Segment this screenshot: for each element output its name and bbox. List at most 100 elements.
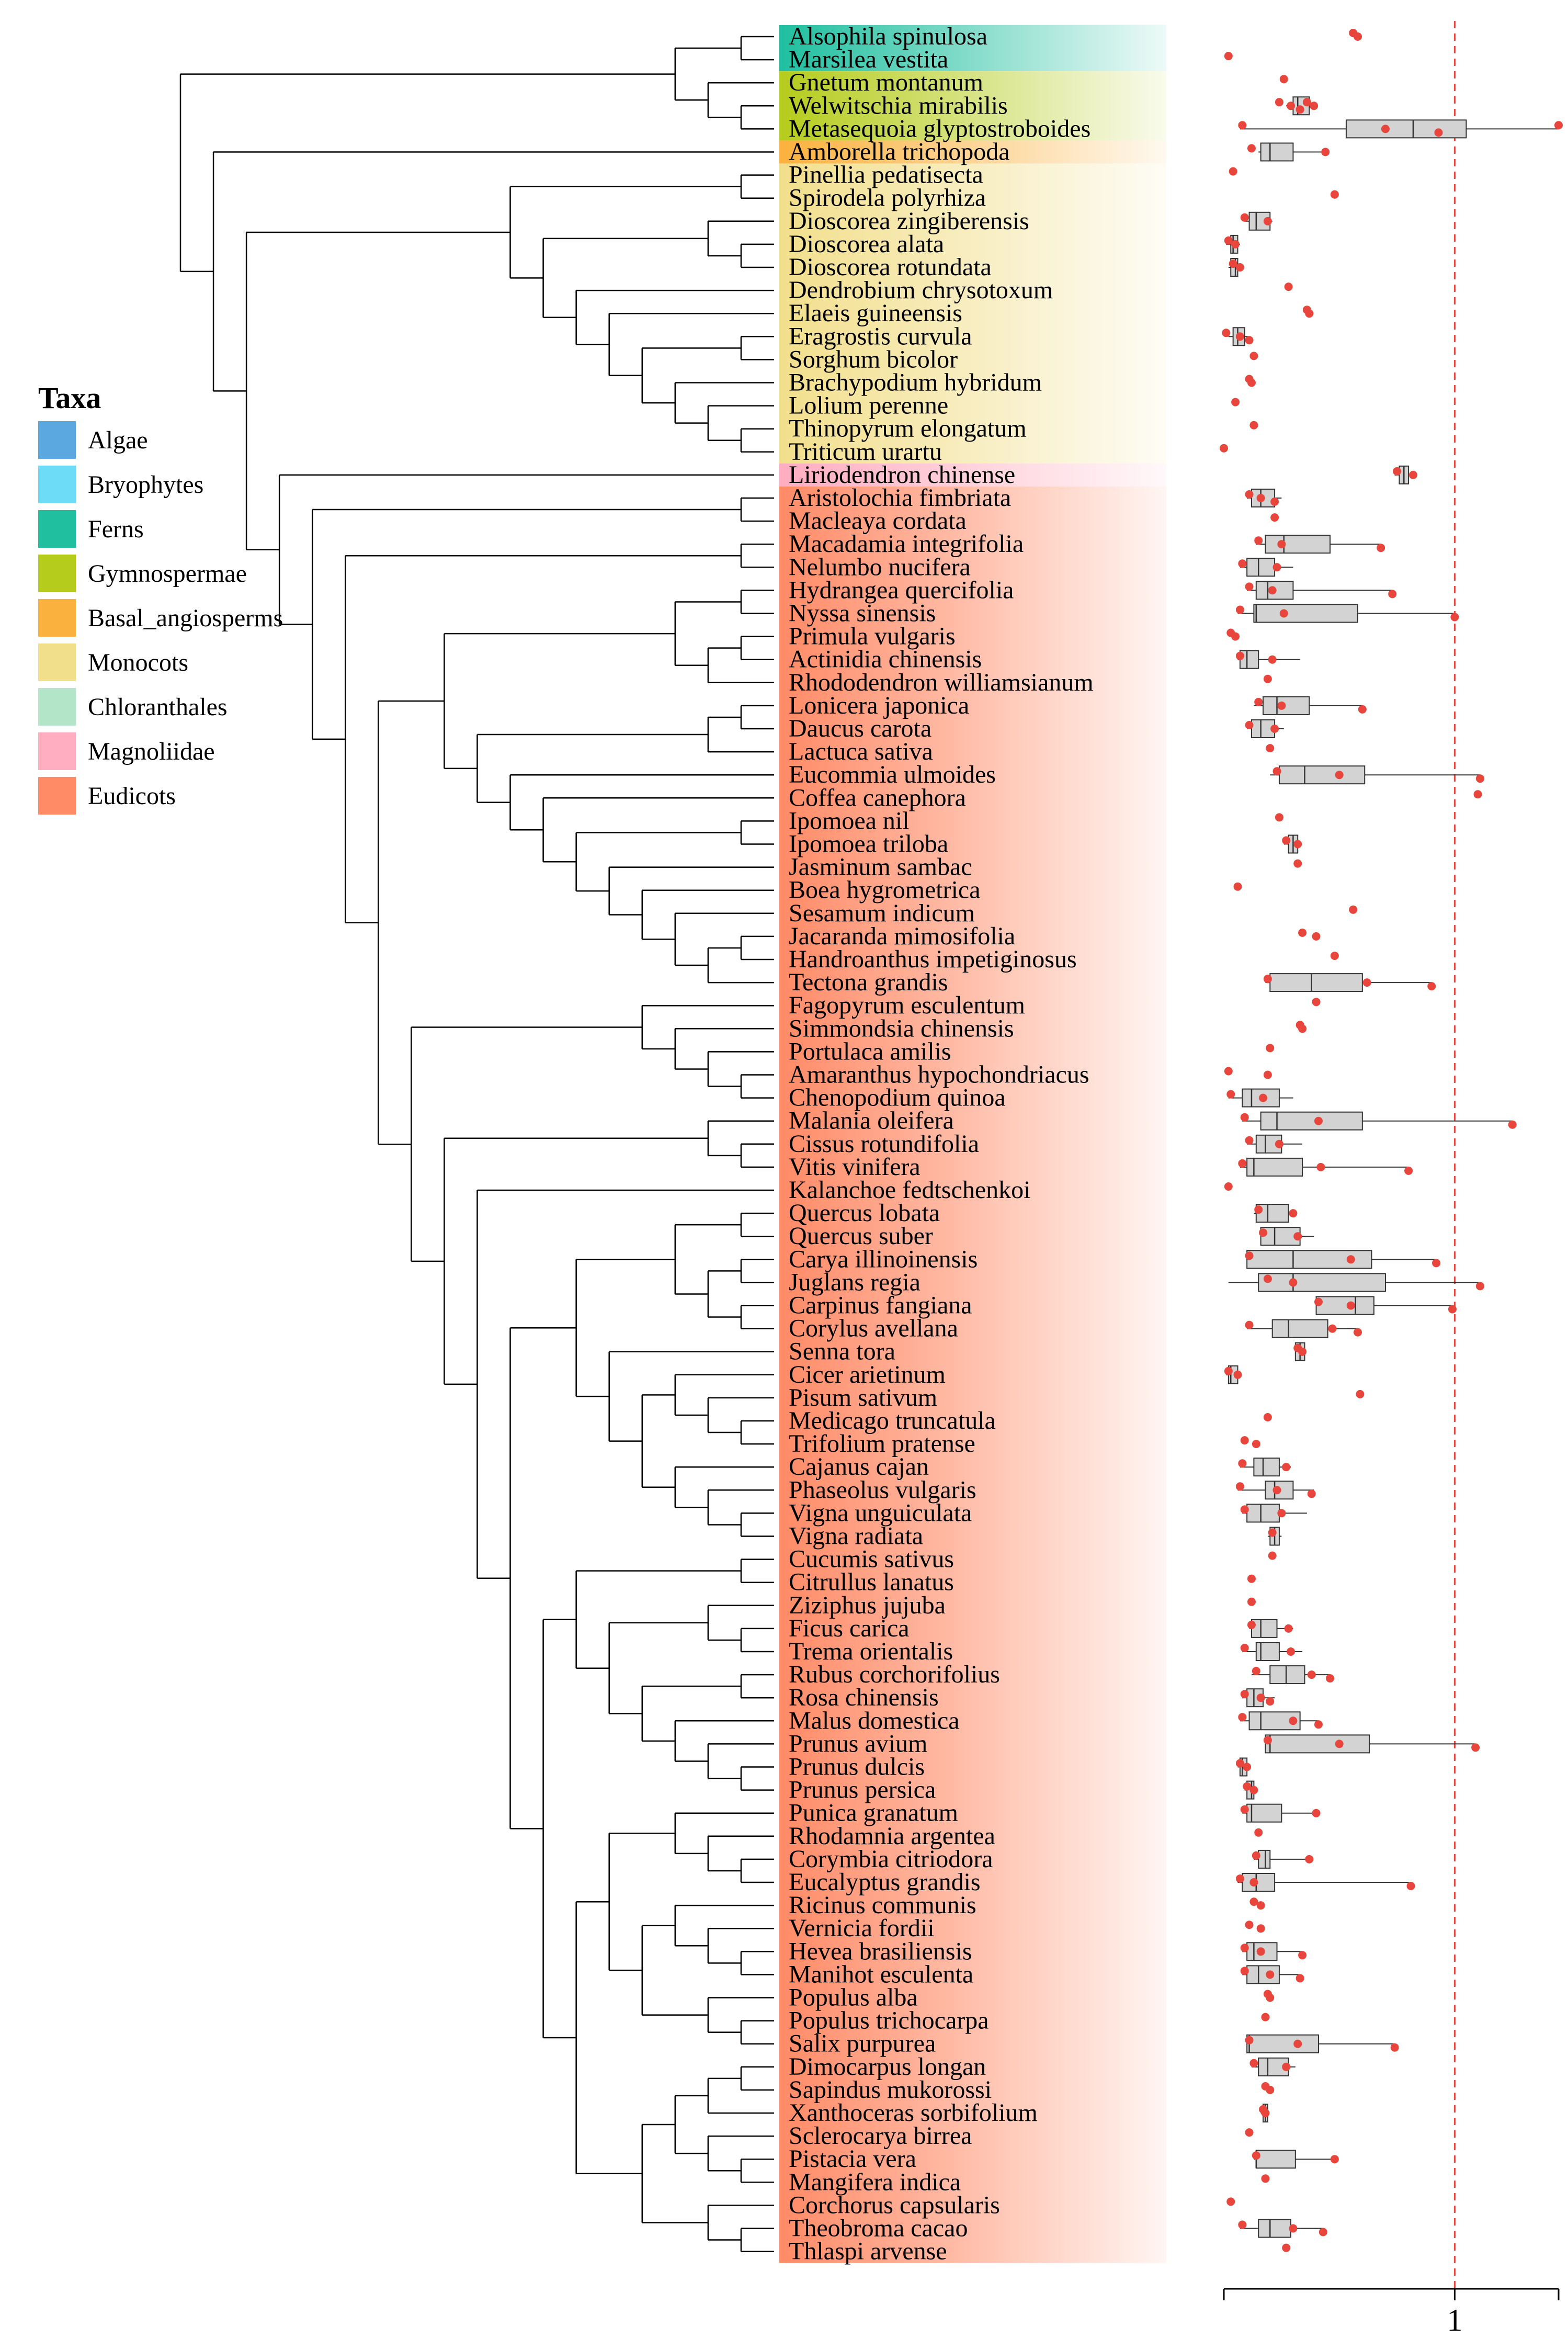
data-point — [1263, 975, 1272, 984]
data-point — [1282, 2243, 1291, 2252]
box — [1246, 1250, 1372, 1269]
legend-swatch — [38, 732, 76, 770]
data-point — [1473, 790, 1482, 799]
species-label: Dioscorea alata — [789, 230, 944, 258]
data-point — [1272, 767, 1281, 776]
data-point — [1406, 1882, 1415, 1890]
species-label: Cajanus cajan — [789, 1453, 929, 1481]
data-point — [1240, 1505, 1249, 1514]
data-point — [1243, 1763, 1252, 1771]
taxa-legend: Taxa Algae Bryophytes Ferns Gymnospermae Bas… — [38, 381, 283, 815]
species-label: Populus alba — [789, 1984, 918, 2012]
species-label: Senna tora — [789, 1338, 895, 1365]
data-point — [1247, 144, 1256, 153]
data-point — [1275, 98, 1283, 107]
species-label: Punica granatum — [789, 1799, 958, 1827]
species-label: Cicer arietinum — [789, 1361, 946, 1388]
data-point — [1275, 1139, 1283, 1148]
data-point — [1346, 1255, 1355, 1264]
data-point — [1362, 978, 1371, 987]
data-point — [1266, 744, 1275, 753]
data-point — [1231, 632, 1240, 641]
species-label: Sesamum indicum — [789, 899, 975, 927]
data-point — [1256, 1693, 1265, 1702]
species-label: Marsilea vestita — [789, 46, 948, 73]
data-point — [1330, 2155, 1339, 2164]
data-point — [1261, 2013, 1270, 2021]
species-label: Dendrobium chrysotoxum — [789, 276, 1053, 304]
data-point — [1312, 998, 1321, 1007]
data-point — [1220, 444, 1228, 453]
data-point — [1282, 1463, 1291, 1472]
box — [1246, 2034, 1319, 2053]
data-point — [1247, 378, 1256, 387]
species-label: Carpinus fangiana — [789, 1292, 972, 1319]
species-label: Daucus carota — [789, 715, 931, 742]
legend-swatch — [38, 555, 76, 592]
data-point — [1270, 498, 1279, 506]
data-point — [1305, 309, 1314, 318]
data-point — [1287, 1647, 1295, 1656]
box — [1251, 489, 1276, 507]
species-label: Welwitschia mirabilis — [789, 92, 1008, 119]
data-point — [1448, 1305, 1457, 1314]
species-label: Vigna unguiculata — [789, 1499, 972, 1527]
data-point — [1298, 1347, 1307, 1356]
data-point — [1328, 1324, 1337, 1333]
data-point — [1289, 2224, 1298, 2233]
data-point — [1245, 2036, 1254, 2045]
data-point — [1249, 1897, 1258, 1906]
species-label: Ziziphus jujuba — [789, 1591, 946, 1619]
box — [1246, 1803, 1282, 1823]
box — [1246, 1504, 1280, 1523]
data-point — [1263, 1736, 1272, 1745]
species-label: Prunus avium — [789, 1730, 927, 1757]
species-label: Chenopodium quinoa — [789, 1084, 1006, 1112]
species-label: Eucommia ulmoides — [789, 761, 996, 788]
data-point — [1263, 217, 1272, 225]
species-label: Sapindus mukorossi — [789, 2076, 992, 2104]
legend-label: Gymnospermae — [88, 560, 247, 588]
data-point — [1434, 128, 1443, 137]
data-point — [1293, 859, 1302, 868]
data-point — [1310, 101, 1319, 110]
legend-label: Basal_angiosperms — [88, 604, 283, 632]
data-point — [1298, 1951, 1307, 1960]
legend-label: Magnoliidae — [88, 738, 215, 765]
data-point — [1238, 1159, 1247, 1168]
data-point — [1224, 1067, 1233, 1076]
data-point — [1256, 1947, 1265, 1956]
data-point — [1231, 240, 1240, 249]
data-point — [1249, 352, 1258, 360]
species-label: Populus trichocarpa — [789, 2007, 989, 2035]
species-label: Trifolium pratense — [789, 1430, 975, 1458]
x-axis-tick-label: 1 — [1447, 2303, 1462, 2337]
box — [1260, 142, 1294, 162]
data-point — [1245, 721, 1254, 729]
data-point — [1354, 32, 1362, 41]
data-point — [1287, 101, 1295, 110]
data-point — [1226, 2197, 1235, 2206]
species-label: Rubus corchorifolius — [789, 1661, 1000, 1688]
species-label: Manihot esculenta — [789, 1960, 973, 1988]
data-point — [1293, 840, 1302, 849]
data-point — [1356, 1390, 1365, 1398]
data-point — [1256, 1924, 1265, 1933]
data-point — [1358, 705, 1367, 714]
data-point — [1235, 605, 1244, 614]
data-point — [1235, 332, 1244, 341]
data-point — [1245, 582, 1254, 591]
data-point — [1330, 952, 1339, 960]
species-label: Spirodela polyrhiza — [789, 184, 986, 212]
data-point — [1377, 544, 1385, 552]
legend-swatch — [38, 688, 76, 726]
data-point — [1335, 1740, 1344, 1748]
data-point — [1247, 1620, 1256, 1629]
species-label: Portulaca amilis — [789, 1037, 951, 1065]
data-point — [1307, 1489, 1316, 1498]
species-label: Corymbia citriodora — [789, 1845, 993, 1873]
data-point — [1235, 1874, 1244, 1883]
data-point — [1256, 1901, 1265, 1910]
